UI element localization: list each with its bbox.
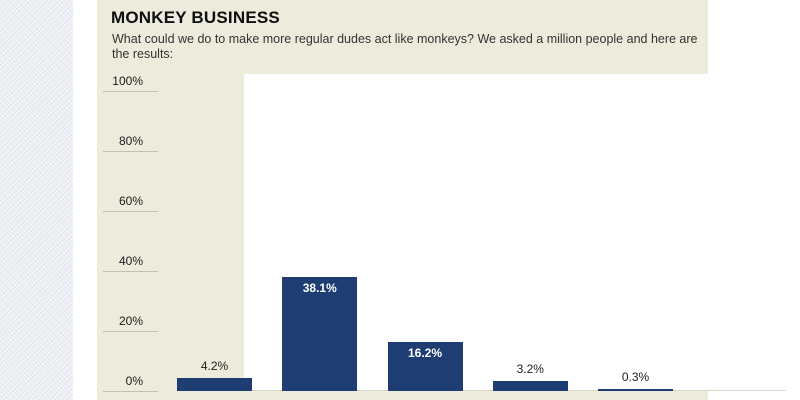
y-axis-tick-line: [103, 331, 158, 332]
bar-value-label: 0.3%: [621, 370, 650, 384]
y-axis-tick-label: 80%: [118, 134, 143, 148]
bar: [598, 389, 673, 391]
y-axis-tick-label: 0%: [125, 374, 143, 388]
bar: [282, 277, 358, 391]
y-axis-tick-label: 40%: [118, 254, 143, 268]
bar: [177, 378, 252, 391]
left-margin-texture: [0, 0, 73, 400]
bar-value-label: 4.2%: [200, 359, 229, 373]
page-title: MONKEY BUSINESS: [111, 8, 280, 27]
bar: [492, 381, 568, 391]
y-axis-tick-line: [103, 211, 158, 212]
y-axis-tick-label: 20%: [118, 314, 143, 328]
y-axis-tick-line: [103, 91, 158, 92]
bar-value-label: 38.1%: [302, 281, 337, 295]
bar-value-label: 3.2%: [516, 362, 544, 376]
y-axis-tick-label: 100%: [112, 74, 143, 88]
bar-value-label: 16.2%: [407, 346, 443, 360]
y-axis-tick-line: [103, 271, 158, 272]
bar: [387, 342, 463, 391]
y-axis-tick-line: [103, 151, 158, 152]
y-axis-tick-line: [103, 391, 158, 392]
page-subtitle: What could we do to make more regular du…: [112, 32, 698, 61]
y-axis-tick-label: 60%: [118, 194, 143, 208]
content-panel: [97, 0, 786, 400]
